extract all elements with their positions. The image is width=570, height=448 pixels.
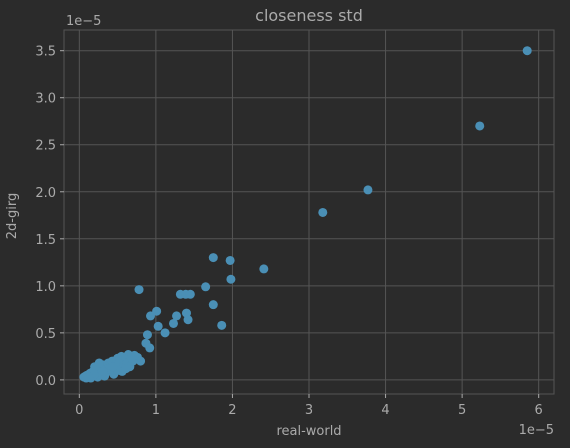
scatter-point [121,364,131,374]
scatter-point [84,372,94,382]
y-tick-label: 0.0 [35,374,56,389]
x-tick-label: 0 [75,403,83,418]
y-tick-label: 0.5 [35,327,56,342]
scatter-point [259,264,269,274]
scatter-point [522,46,532,56]
ticks-layer: 0 1 2 3 4 5 6 0.0 0.5 1.0 1.5 2.0 2.5 3.0 3.5 [35,45,543,418]
y-tick-label: 1.5 [35,233,56,248]
scatter-point [126,353,136,363]
x-tick-label: 2 [228,403,236,418]
scatter-point [208,300,218,310]
scatter-point [225,255,235,265]
scatter-point [94,358,104,368]
x-axis-label: real-world [276,424,341,439]
x-tick-label: 6 [535,403,543,418]
scatter-point [146,311,156,321]
y-tick-label: 3.0 [35,92,56,107]
points-layer [79,46,532,383]
scatter-point [98,366,108,376]
scatter-point [145,343,155,353]
scatter-point [108,362,118,372]
scatter-point [217,320,227,330]
scatter-point [152,306,162,316]
y-axis-offset-label: 1e−5 [66,14,101,29]
x-axis-offset-label: 1e−5 [519,423,554,438]
scatter-point [226,274,236,284]
scatter-point [185,289,195,299]
x-tick-label: 3 [305,403,313,418]
x-tick-label: 5 [458,403,466,418]
scatter-point [183,315,193,325]
scatter-point [142,330,152,340]
y-axis-label: 2d-girg [5,193,20,239]
y-tick-label: 1.0 [35,280,56,295]
x-tick-label: 4 [381,403,389,418]
y-tick-label: 2.0 [35,186,56,201]
y-tick-label: 2.5 [35,139,56,154]
scatter-point [318,207,328,217]
scatter-point [201,282,211,292]
x-tick-label: 1 [152,403,160,418]
scatter-point [134,285,144,295]
y-tick-label: 3.5 [35,45,56,60]
scatter-point [475,121,485,131]
scatter-point [172,311,182,321]
scatter-point [208,253,218,263]
scatter-point [168,318,178,328]
chart-title: closeness std [255,6,363,25]
scatter-point [363,185,373,195]
scatter-point [160,328,170,338]
scatter-point [153,321,163,331]
